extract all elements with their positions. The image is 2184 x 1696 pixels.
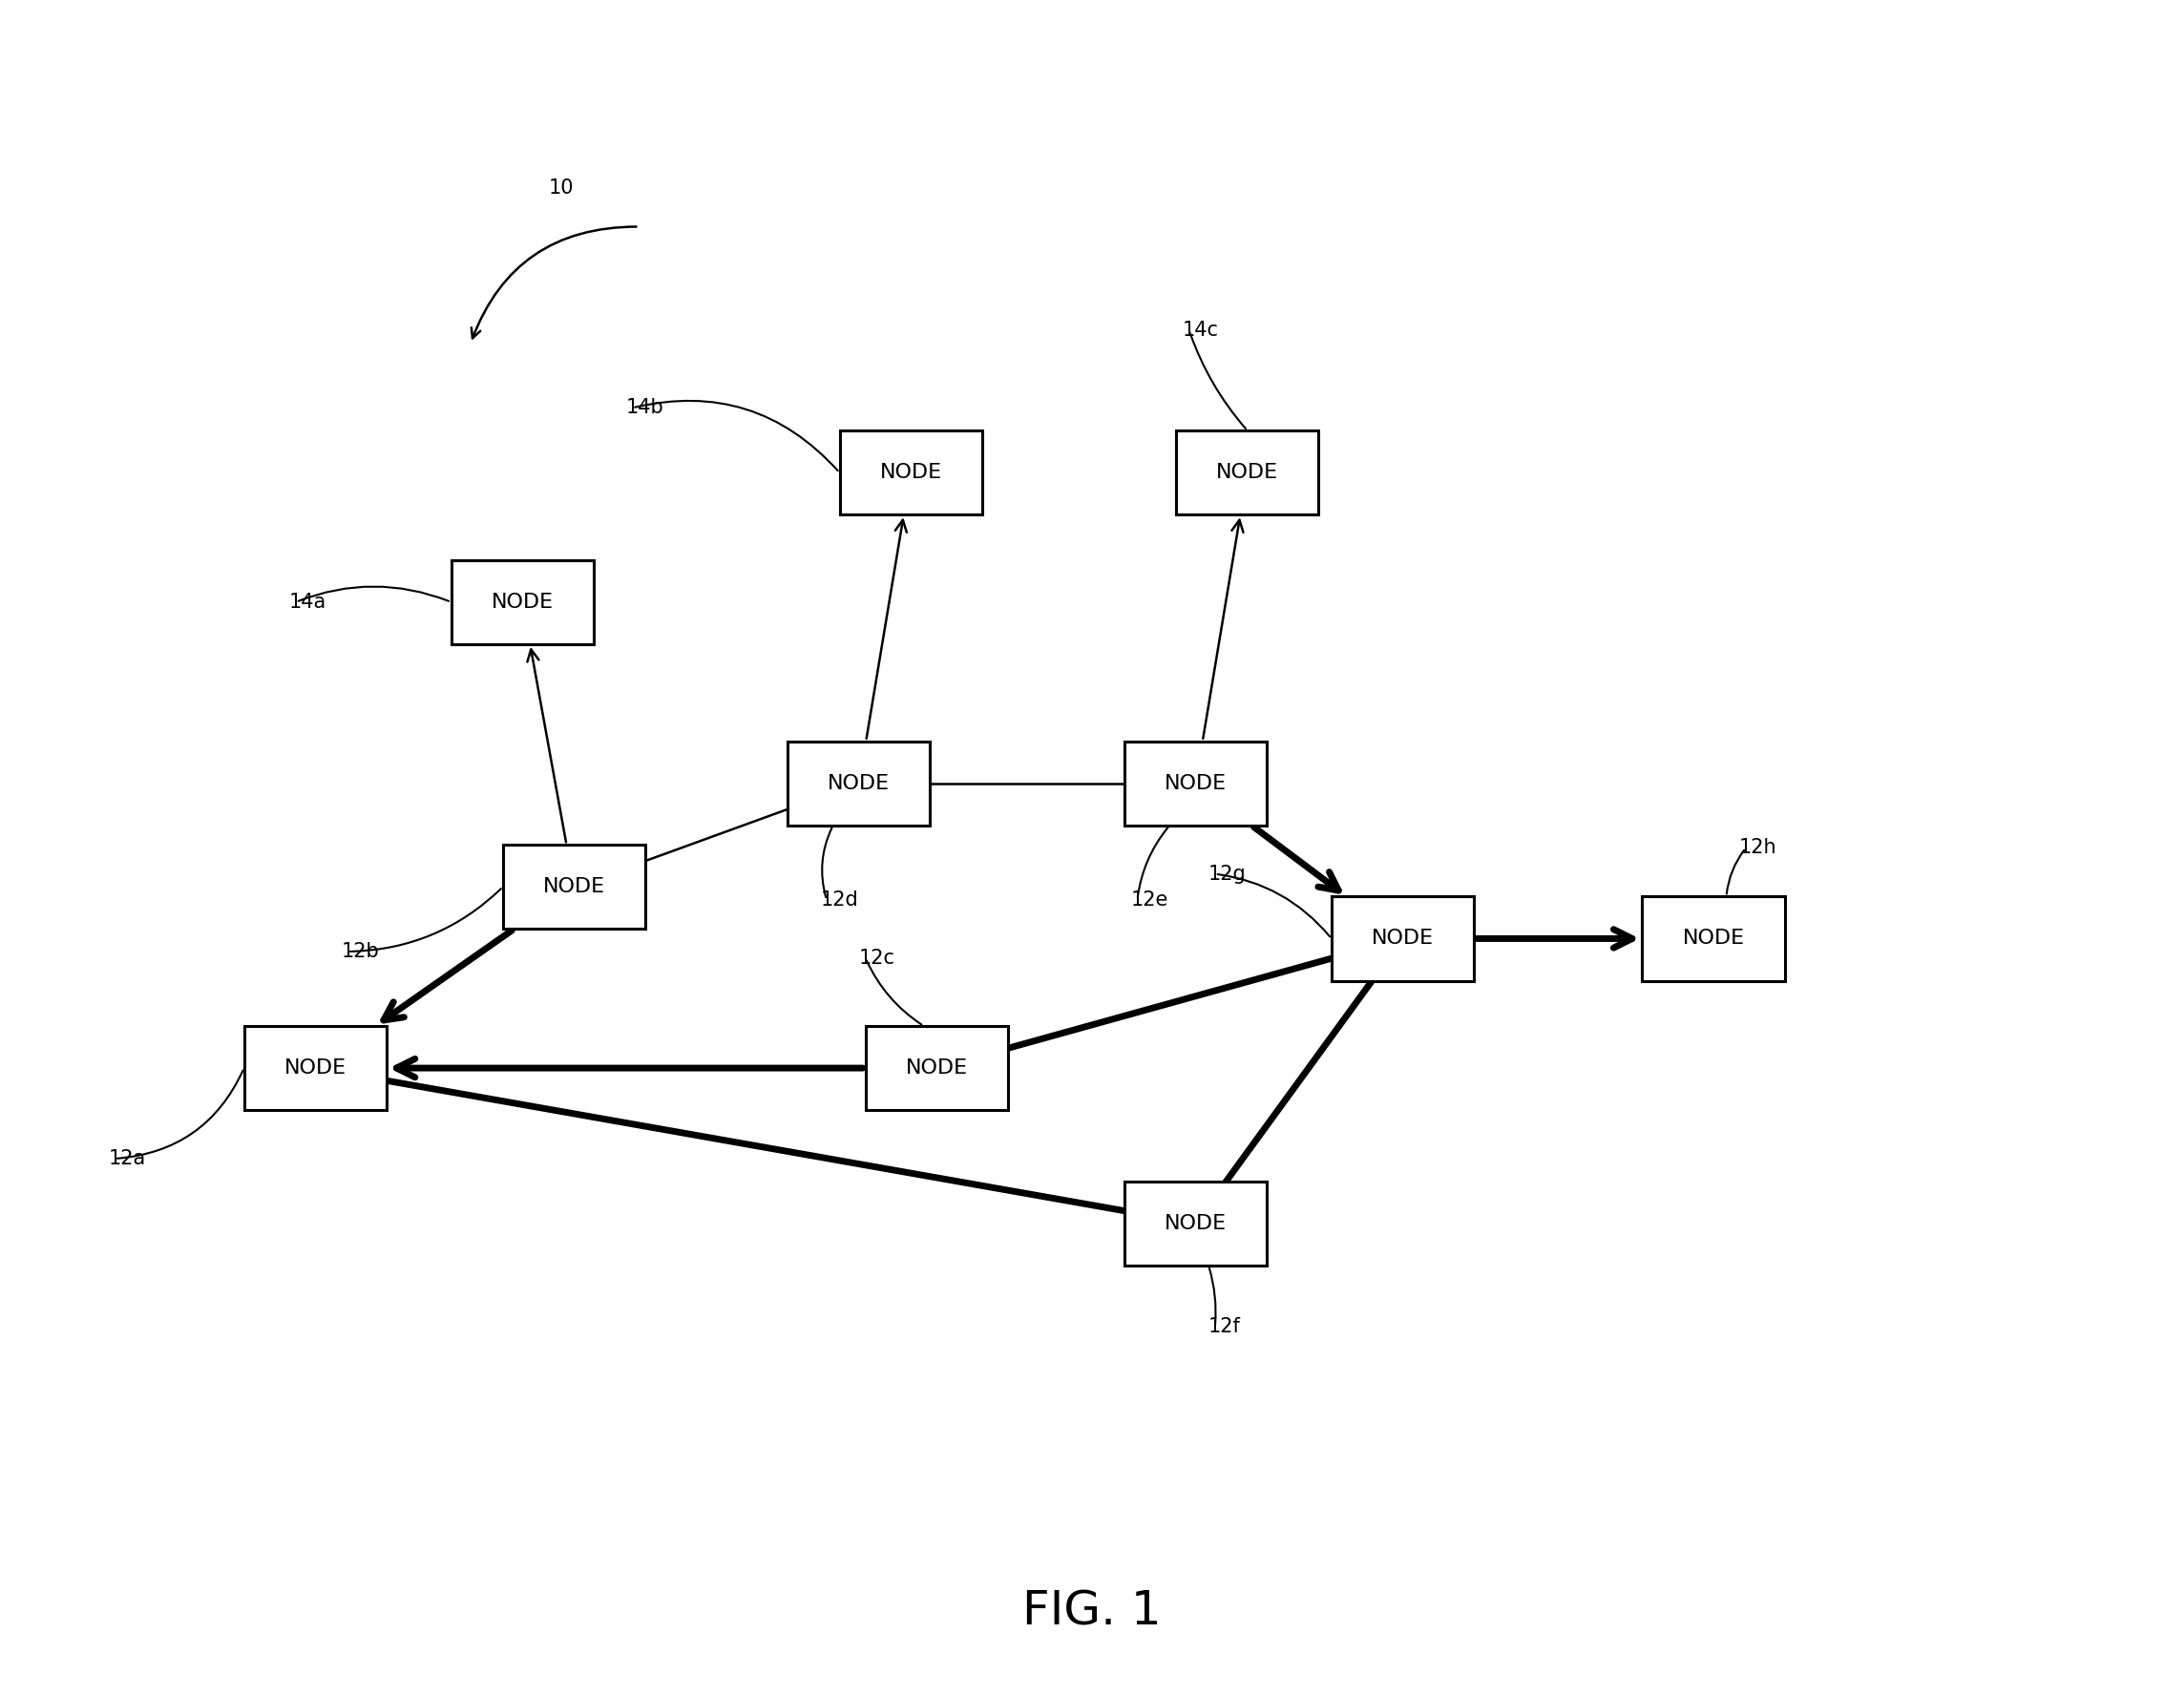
Text: 14c: 14c [1182,321,1219,339]
Text: NODE: NODE [544,877,605,897]
Bar [1125,1182,1267,1265]
Text: NODE: NODE [491,592,553,612]
Text: NODE: NODE [828,773,891,792]
Text: 10: 10 [548,178,574,197]
Text: 12f: 12f [1208,1318,1241,1336]
Text: 12h: 12h [1738,838,1778,858]
Text: NODE: NODE [1216,463,1278,482]
Bar [865,1026,1007,1111]
Bar [502,845,644,929]
Text: 12b: 12b [341,941,380,962]
Text: FIG. 1: FIG. 1 [1022,1589,1162,1635]
Text: NODE: NODE [1682,929,1745,948]
Bar [1177,431,1319,514]
Bar [452,560,594,644]
Text: 12g: 12g [1208,865,1247,884]
Text: 12e: 12e [1131,890,1168,909]
Text: NODE: NODE [880,463,941,482]
Bar [839,431,983,514]
Text: NODE: NODE [1164,1214,1227,1233]
Text: NODE: NODE [1372,929,1433,948]
Bar [245,1026,387,1111]
Text: 14a: 14a [288,592,328,612]
Text: NODE: NODE [284,1058,347,1077]
Text: NODE: NODE [906,1058,968,1077]
Text: NODE: NODE [1164,773,1227,792]
Text: 12a: 12a [109,1150,146,1169]
Text: 12c: 12c [858,948,895,968]
Text: 14b: 14b [627,399,664,417]
Bar [1332,897,1474,980]
Text: 12d: 12d [821,890,858,909]
Bar [1642,897,1784,980]
Bar [1125,741,1267,826]
Bar [788,741,930,826]
